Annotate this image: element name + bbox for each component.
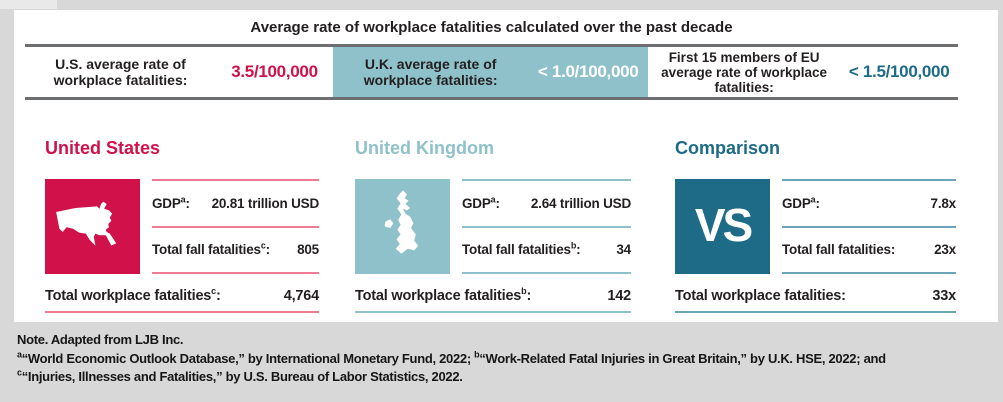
figure-note: Note. Adapted from LJB Inc. a“World Econ… <box>17 331 997 387</box>
stat-value: 33x <box>932 288 956 304</box>
divider <box>782 179 956 181</box>
stat-label: Total fall fatalitiesb: <box>462 240 581 258</box>
us-stats: GDPa: 20.81 trillion USD Total fall fata… <box>152 179 319 274</box>
stat-value: 805 <box>297 242 319 258</box>
country-section-us: United States GDPa: 20.81 trillion USD T… <box>45 138 319 313</box>
divider <box>782 225 956 228</box>
divider <box>782 272 956 274</box>
us-rate-label: U.S. average rate of workplace fatalitie… <box>53 56 188 88</box>
divider <box>152 179 319 181</box>
divider <box>152 272 319 274</box>
figure-title: Average rate of workplace fatalities cal… <box>250 19 733 36</box>
uk-flag-square <box>355 179 450 274</box>
band-cell-us: U.S. average rate of workplace fatalitie… <box>25 47 333 97</box>
divider <box>675 311 956 313</box>
stat-value: 34 <box>616 242 631 258</box>
top-rule <box>25 44 958 47</box>
vs-icon: VS <box>694 198 753 251</box>
stat-value: 2.64 trillion USD <box>530 195 631 211</box>
country-section-uk: United Kingdom GDPa: 2.64 trillion USD <box>355 138 631 313</box>
eu-rate-value: < 1.5/100,000 <box>848 62 950 81</box>
us-fall-row: Total fall fatalitiesc: 805 <box>152 240 319 258</box>
stat-label: Total workplace fatalitiesc: <box>45 286 221 304</box>
uk-rate-label: U.K. average rate of workplace fatalitie… <box>363 56 498 88</box>
divider <box>462 179 631 181</box>
stat-label: GDPa: <box>782 194 820 211</box>
band-cell-eu: First 15 members of EU average rate of w… <box>648 47 958 97</box>
divider <box>152 225 319 228</box>
uk-rate-value: < 1.0/100,000 <box>537 62 639 81</box>
uk-gdp-row: GDPa: 2.64 trillion USD <box>462 194 631 211</box>
uk-map-icon <box>377 188 429 265</box>
stat-label: GDPa: <box>462 194 500 211</box>
bottom-rule <box>25 97 958 100</box>
divider <box>355 311 631 313</box>
stat-value: 20.81 trillion USD <box>211 195 320 211</box>
uk-heading: United Kingdom <box>355 138 494 158</box>
vs-square: VS <box>675 179 770 274</box>
eu-rate-label: First 15 members of EU average rate of w… <box>661 49 828 95</box>
stat-label: GDPa: <box>152 194 190 211</box>
uk-fall-row: Total fall fatalitiesb: 34 <box>462 240 631 258</box>
comparison-gdp-row: GDPa: 7.8x <box>782 194 957 211</box>
stat-value: 23x <box>934 242 956 258</box>
stat-label: Total workplace fatalitiesb: <box>355 286 532 304</box>
us-heading: United States <box>45 138 161 158</box>
band-cell-uk: U.K. average rate of workplace fatalitie… <box>333 47 648 97</box>
divider <box>45 311 319 313</box>
uk-stats: GDPa: 2.64 trillion USD Total fall fatal… <box>462 179 631 274</box>
us-gdp-row: GDPa: 20.81 trillion USD <box>152 194 320 211</box>
infographic-card: Average rate of workplace fatalities cal… <box>14 10 998 322</box>
us-workplace-row: Total workplace fatalitiesc: 4,764 <box>45 286 319 304</box>
stat-label: Total fall fatalities: <box>782 242 896 258</box>
screenshot-edge-artifact <box>0 0 57 9</box>
divider <box>462 225 631 228</box>
stat-label: Total fall fatalitiesc: <box>152 240 270 258</box>
note-line-2: a“World Economic Outlook Database,” by I… <box>17 349 886 366</box>
us-flag-square <box>45 179 140 274</box>
us-rate-value: 3.5/100,000 <box>231 62 318 81</box>
note-line-1: Note. Adapted from LJB Inc. <box>17 332 184 347</box>
note-line-3: c“Injuries, Illnesses and Fatalities,” b… <box>17 367 463 384</box>
us-map-icon <box>53 198 133 255</box>
divider <box>462 272 631 274</box>
comparison-fall-row: Total fall fatalities: 23x <box>782 242 956 257</box>
country-section-comparison: Comparison VS GDPa: 7.8x Total fall fata… <box>675 138 956 313</box>
comparison-heading: Comparison <box>675 138 781 158</box>
uk-workplace-row: Total workplace fatalitiesb: 142 <box>355 286 631 304</box>
comparison-stats: GDPa: 7.8x Total fall fatalities: 23x <box>782 179 956 274</box>
stat-value: 4,764 <box>283 288 319 304</box>
stat-value: 142 <box>607 288 631 304</box>
stat-value: 7.8x <box>930 195 957 211</box>
comparison-workplace-row: Total workplace fatalities: 33x <box>675 288 956 304</box>
stat-label: Total workplace fatalities: <box>675 288 846 304</box>
